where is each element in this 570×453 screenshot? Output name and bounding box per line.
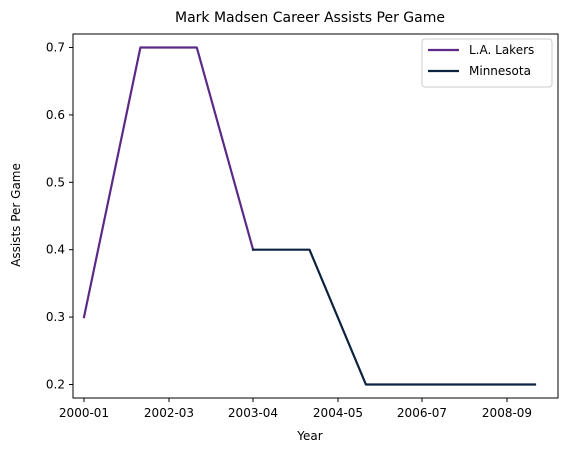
x-tick-label: 2002-03 [144,406,194,420]
plot-frame [72,33,559,399]
legend-label: Minnesota [469,64,531,78]
series-line-minnesota [252,248,537,386]
y-tick-label: 0.3 [46,310,65,324]
y-tick-label: 0.2 [46,378,65,392]
y-tick-label: 0.7 [46,40,65,54]
y-tick-label: 0.5 [46,175,65,189]
x-axis: 2000-01 2002-03 2003-04 2004-05 2006-07 2008-… [59,398,532,420]
x-tick-label: 2000-01 [59,406,109,420]
x-tick-label: 2003-04 [228,406,278,420]
series-layer [82,46,537,386]
x-axis-title: Year [296,429,322,443]
x-tick-label: 2008-09 [482,406,532,420]
series-line-lakers [82,46,255,319]
y-axis-title: Assists Per Game [9,163,23,267]
x-tick-label: 2004-05 [313,406,363,420]
x-tick-label: 2006-07 [397,406,447,420]
y-tick-label: 0.6 [46,108,65,122]
y-axis: 0.2 0.3 0.4 0.5 0.6 0.7 [46,40,73,392]
legend-label: L.A. Lakers [469,43,534,57]
y-tick-label: 0.4 [46,243,65,257]
legend: L.A. Lakers Minnesota [421,38,553,88]
chart-title: Mark Madsen Career Assists Per Game [175,10,445,26]
